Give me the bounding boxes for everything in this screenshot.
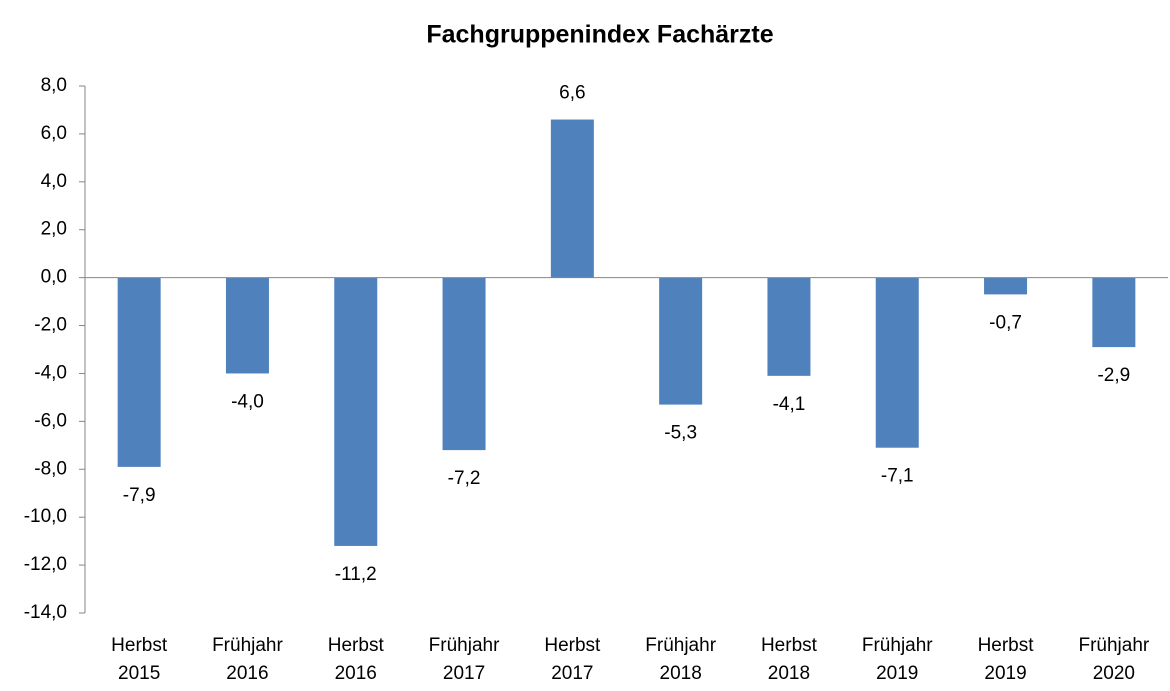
y-tick-label: -4,0	[34, 362, 67, 383]
x-tick-label: Frühjahr 2017	[428, 635, 500, 684]
value-label: 6,6	[559, 83, 585, 104]
x-tick-label: Herbst 2018	[760, 635, 817, 684]
x-tick-label: Herbst 2019	[977, 635, 1034, 684]
bar	[984, 277, 1028, 295]
bar	[550, 119, 594, 278]
bar	[659, 277, 703, 405]
value-label: -7,9	[123, 485, 156, 506]
y-tick-label: 6,0	[41, 123, 67, 144]
x-tick-label: Frühjahr 2018	[645, 635, 717, 684]
bar	[225, 277, 269, 374]
y-tick-label: 4,0	[41, 171, 67, 192]
bar	[875, 277, 919, 448]
x-tick-label: Herbst 2017	[544, 635, 601, 684]
x-tick-label: Frühjahr 2016	[212, 635, 283, 684]
bar	[442, 277, 486, 451]
bar	[334, 277, 378, 546]
y-tick-label: -2,0	[34, 315, 67, 336]
y-tick-label: 2,0	[41, 219, 67, 240]
y-tick-label: -12,0	[24, 554, 67, 575]
y-tick-label: 8,0	[41, 75, 67, 96]
value-label: -2,9	[1097, 365, 1130, 386]
x-tick-label: Herbst 2016	[327, 635, 384, 684]
bar	[117, 277, 161, 467]
value-label: -7,1	[881, 466, 914, 487]
value-label: -4,0	[231, 391, 264, 412]
y-tick-label: 0,0	[41, 267, 67, 288]
value-label: -4,1	[773, 394, 806, 415]
chart-title: Fachgruppenindex Fachärzte	[426, 21, 773, 49]
y-tick-label: -6,0	[34, 410, 67, 431]
x-tick-label: Frühjahr 2020	[1078, 635, 1150, 684]
bar	[1092, 277, 1136, 348]
value-label: -5,3	[664, 423, 697, 444]
y-tick-label: -8,0	[34, 458, 67, 479]
x-tick-label: Frühjahr 2019	[861, 635, 933, 684]
x-tick-label: Herbst 2015	[111, 635, 168, 684]
bar	[767, 277, 811, 376]
value-label: -0,7	[989, 312, 1022, 333]
value-label: -11,2	[335, 564, 377, 585]
value-label: -7,2	[448, 468, 481, 489]
y-tick-label: -10,0	[24, 506, 67, 527]
y-tick-label: -14,0	[24, 602, 67, 623]
